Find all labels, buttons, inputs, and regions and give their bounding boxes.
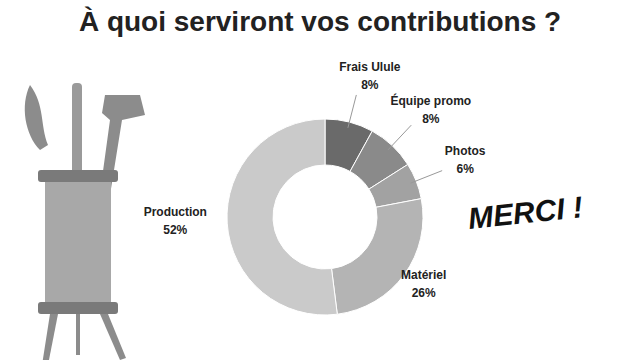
html-text:À quoi serviront vos contribut: À quoi serviront vos contributions ? <box>78 6 562 37</box>
svg-text:Matériel26%: Matériel26% <box>401 268 446 300</box>
svg-text:Équipe promo8%: Équipe promo8% <box>391 93 472 126</box>
html-text:MERCI !: MERCI ! <box>466 190 585 235</box>
svg-text:Production52%: Production52% <box>144 205 207 237</box>
svg-text:Photos6%: Photos6% <box>445 144 486 176</box>
svg-text:Frais Ulule8%: Frais Ulule8% <box>339 60 401 92</box>
